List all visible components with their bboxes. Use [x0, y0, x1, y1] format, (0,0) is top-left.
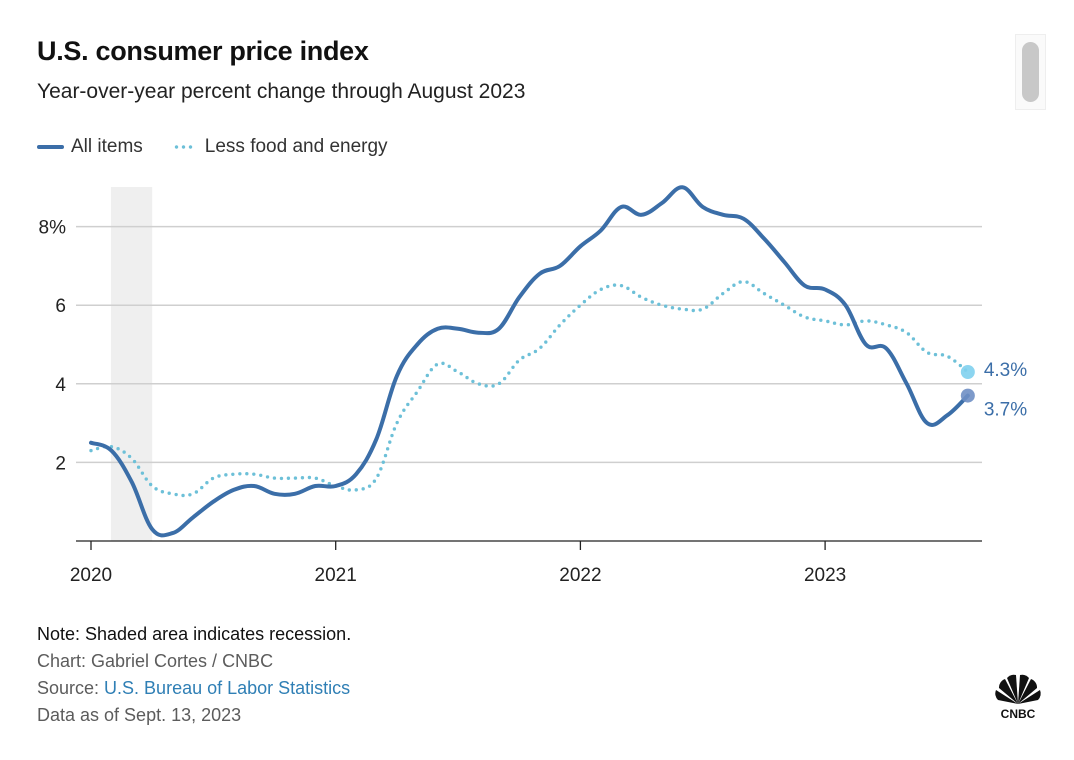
legend-solid-line-icon	[37, 145, 64, 149]
end-marker-core	[960, 365, 975, 380]
footer-data-date: Data as of Sept. 13, 2023	[37, 705, 242, 725]
series-line-all-items	[89, 185, 970, 538]
series-line-core	[89, 279, 970, 498]
scrollbar[interactable]	[1015, 34, 1046, 110]
legend-label: Less food and energy	[204, 136, 388, 157]
x-tick-label: 2022	[559, 565, 601, 586]
x-tick-label: 2023	[804, 565, 846, 586]
end-label-all-items: 3.7%	[984, 400, 1027, 421]
x-tick-label: 2021	[315, 565, 357, 586]
cnbc-logo-icon: CNBC	[995, 674, 1041, 720]
x-tick-label: 2020	[70, 565, 112, 586]
source-prefix: Source:	[37, 678, 105, 698]
chart-title: U.S. consumer price index	[37, 36, 369, 66]
y-tick-label: 6	[55, 296, 66, 317]
y-tick-label: 4	[55, 375, 66, 396]
recession-shading	[110, 187, 153, 541]
legend-dotted-line-icon	[172, 145, 193, 149]
legend-item-core: Less food and energy	[172, 136, 388, 158]
legend-item-all-items: All items	[37, 136, 143, 158]
footer-credit: Chart: Gabriel Cortes / CNBC	[37, 651, 274, 671]
cnbc-logo-text: CNBC	[1001, 707, 1036, 720]
cpi-line-chart: 2 4 6 8% 2020 2021 2022 2023 3.7% 4.3%	[39, 185, 1027, 586]
scrollbar-thumb[interactable]	[1022, 42, 1039, 102]
chart-subtitle: Year-over-year percent change through Au…	[37, 80, 526, 103]
end-marker-all-items	[960, 388, 975, 403]
legend-label: All items	[71, 136, 143, 157]
footer-source: Source: U.S. Bureau of Labor Statistics	[37, 675, 351, 702]
end-label-core: 4.3%	[984, 360, 1027, 381]
source-link[interactable]: U.S. Bureau of Labor Statistics	[104, 678, 351, 698]
footer-note: Note: Shaded area indicates recession.	[37, 624, 352, 644]
y-tick-label: 8%	[39, 218, 67, 239]
y-tick-label: 2	[55, 453, 66, 474]
chart-footer: Note: Shaded area indicates recession. C…	[37, 621, 351, 729]
legend: All items Less food and energy	[37, 136, 418, 158]
